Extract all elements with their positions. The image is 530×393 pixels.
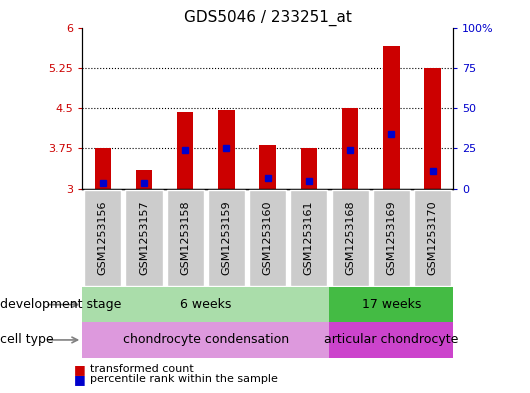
- Text: GSM1253159: GSM1253159: [222, 200, 232, 275]
- Bar: [218, 110, 235, 189]
- Text: GSM1253158: GSM1253158: [180, 200, 190, 275]
- Bar: [136, 170, 152, 189]
- FancyBboxPatch shape: [330, 322, 453, 358]
- Bar: [94, 148, 111, 189]
- Text: GSM1253170: GSM1253170: [428, 200, 438, 275]
- FancyBboxPatch shape: [126, 189, 163, 286]
- Text: chondrocyte condensation: chondrocyte condensation: [123, 333, 289, 347]
- Bar: [177, 112, 193, 189]
- Bar: [425, 68, 441, 189]
- Text: ■: ■: [74, 373, 86, 386]
- Bar: [259, 145, 276, 189]
- Text: percentile rank within the sample: percentile rank within the sample: [90, 374, 278, 384]
- Bar: [342, 108, 358, 189]
- FancyBboxPatch shape: [82, 322, 330, 358]
- Text: GSM1253156: GSM1253156: [98, 200, 108, 275]
- FancyBboxPatch shape: [332, 189, 369, 286]
- Text: ■: ■: [74, 363, 86, 376]
- Text: GSM1253168: GSM1253168: [345, 200, 355, 275]
- Text: development stage: development stage: [0, 298, 121, 311]
- Text: articular chondrocyte: articular chondrocyte: [324, 333, 458, 347]
- Text: 6 weeks: 6 weeks: [180, 298, 232, 311]
- Text: GSM1253169: GSM1253169: [386, 200, 396, 275]
- FancyBboxPatch shape: [249, 189, 286, 286]
- FancyBboxPatch shape: [414, 189, 451, 286]
- Text: GSM1253157: GSM1253157: [139, 200, 149, 275]
- FancyBboxPatch shape: [82, 287, 330, 322]
- FancyBboxPatch shape: [330, 287, 453, 322]
- Text: cell type: cell type: [0, 333, 54, 347]
- FancyBboxPatch shape: [290, 189, 328, 286]
- Bar: [301, 148, 317, 189]
- FancyBboxPatch shape: [84, 189, 121, 286]
- Bar: [383, 46, 400, 189]
- Text: GSM1253161: GSM1253161: [304, 200, 314, 275]
- Title: GDS5046 / 233251_at: GDS5046 / 233251_at: [184, 10, 351, 26]
- FancyBboxPatch shape: [166, 189, 204, 286]
- Text: 17 weeks: 17 weeks: [361, 298, 421, 311]
- Text: transformed count: transformed count: [90, 364, 194, 375]
- Text: GSM1253160: GSM1253160: [263, 200, 272, 275]
- FancyBboxPatch shape: [373, 189, 410, 286]
- FancyBboxPatch shape: [208, 189, 245, 286]
